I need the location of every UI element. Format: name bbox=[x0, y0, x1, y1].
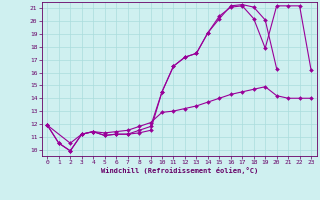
X-axis label: Windchill (Refroidissement éolien,°C): Windchill (Refroidissement éolien,°C) bbox=[100, 167, 258, 174]
